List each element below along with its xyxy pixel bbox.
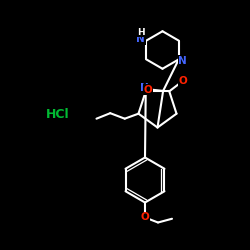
Text: HCl: HCl [46, 108, 69, 122]
Text: O: O [179, 76, 188, 86]
Text: H: H [137, 28, 144, 37]
Text: N: N [178, 56, 187, 66]
Text: N: N [140, 82, 149, 92]
Text: O: O [140, 212, 149, 222]
Text: N: N [136, 34, 145, 44]
Text: O: O [144, 85, 152, 95]
